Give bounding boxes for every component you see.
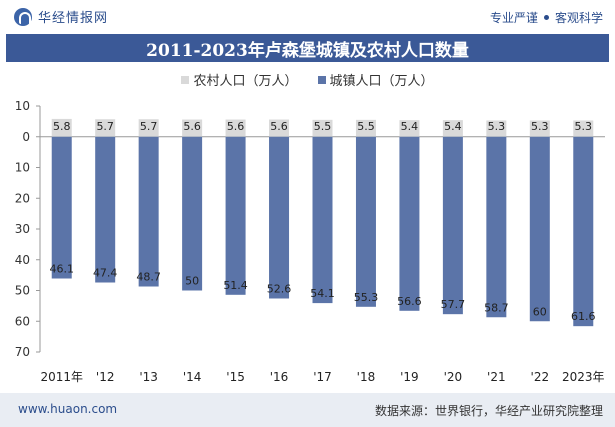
bar-rural bbox=[355, 119, 376, 137]
data-label-rural: 5.5 bbox=[314, 120, 332, 133]
x-tick-label: '13 bbox=[139, 370, 158, 384]
x-tick-label: '14 bbox=[183, 370, 202, 384]
data-label-rural: 5.7 bbox=[96, 120, 114, 133]
y-tick-label: 40 bbox=[15, 253, 30, 267]
data-label-urban: 50 bbox=[185, 275, 199, 288]
footer-bar: www.huaon.com 数据来源：世界银行，华经产业研究院整理 bbox=[0, 393, 615, 427]
logo-text: 华经情报网 bbox=[38, 11, 109, 26]
bar-rural bbox=[486, 120, 507, 137]
logo-icon bbox=[14, 7, 32, 26]
bar-urban bbox=[269, 136, 290, 299]
data-label-rural: 5.8 bbox=[53, 120, 71, 133]
bar-urban bbox=[182, 136, 203, 291]
top-bar: 华经情报网 专业严谨 客观科学 bbox=[0, 0, 615, 34]
x-tick-label: 2023年 bbox=[562, 370, 605, 384]
data-label-urban: 56.6 bbox=[397, 295, 422, 308]
y-tick-label: 20 bbox=[15, 191, 30, 205]
y-tick-label: 10 bbox=[15, 161, 30, 175]
x-tick-label: '18 bbox=[357, 370, 376, 384]
bar-rural bbox=[182, 119, 203, 137]
data-label-rural: 5.4 bbox=[401, 120, 419, 133]
legend-swatch-urban bbox=[317, 75, 326, 84]
y-tick-label: 60 bbox=[15, 314, 30, 328]
bar-urban bbox=[399, 136, 420, 311]
y-tick-label: 70 bbox=[15, 345, 30, 359]
bar-rural bbox=[95, 119, 116, 137]
bar-urban bbox=[486, 136, 507, 318]
x-tick-label: '19 bbox=[400, 370, 419, 384]
legend-label-rural: 农村人口（万人） bbox=[193, 74, 298, 89]
bar-urban bbox=[138, 136, 159, 287]
x-tick-label: '22 bbox=[531, 370, 550, 384]
data-label-rural: 5.3 bbox=[531, 120, 549, 133]
legend-item-rural: 农村人口（万人） bbox=[181, 70, 298, 89]
data-label-rural: 5.6 bbox=[270, 120, 288, 133]
x-tick-label: '15 bbox=[226, 370, 245, 384]
data-label-urban: 47.4 bbox=[93, 267, 118, 280]
bar-urban bbox=[442, 136, 463, 315]
data-label-rural: 5.4 bbox=[444, 120, 462, 133]
data-label-urban: 51.4 bbox=[223, 279, 248, 292]
data-label-rural: 5.6 bbox=[227, 120, 245, 133]
bar-rural bbox=[269, 119, 290, 137]
bar-urban bbox=[355, 136, 376, 307]
data-label-urban: 60 bbox=[533, 305, 547, 318]
bar-urban bbox=[573, 136, 594, 327]
y-tick-label: 0 bbox=[22, 130, 30, 144]
x-tick-label: '12 bbox=[96, 370, 115, 384]
site-logo[interactable]: 华经情报网 bbox=[14, 7, 108, 26]
data-label-rural: 5.6 bbox=[183, 120, 201, 133]
data-label-rural: 5.7 bbox=[140, 120, 158, 133]
legend-label-urban: 城镇人口（万人） bbox=[329, 74, 434, 89]
y-tick-label: 50 bbox=[15, 284, 30, 298]
y-tick-label: 30 bbox=[15, 222, 30, 236]
data-label-urban: 52.6 bbox=[267, 282, 292, 295]
chart-legend: 农村人口（万人） 城镇人口（万人） bbox=[0, 70, 615, 89]
data-label-urban: 57.7 bbox=[441, 298, 466, 311]
bar-rural bbox=[573, 120, 594, 137]
data-label-urban: 54.1 bbox=[310, 287, 335, 300]
bar-urban bbox=[95, 136, 116, 283]
slogan-left: 专业严谨 bbox=[489, 11, 538, 25]
bar-rural bbox=[442, 120, 463, 137]
x-tick-label: '21 bbox=[487, 370, 506, 384]
x-tick-label: 2011年 bbox=[40, 370, 83, 384]
slogan-right: 客观科学 bbox=[554, 11, 603, 25]
data-label-urban: 48.7 bbox=[136, 271, 161, 284]
x-tick-label: '16 bbox=[270, 370, 289, 384]
data-label-rural: 5.5 bbox=[357, 120, 375, 133]
bar-urban bbox=[51, 136, 72, 279]
bar-urban bbox=[529, 136, 550, 322]
bar-urban bbox=[225, 136, 246, 295]
data-source-note: 数据来源：世界银行，华经产业研究院整理 bbox=[374, 404, 603, 418]
bullet-dot-icon bbox=[543, 15, 549, 20]
bar-rural bbox=[225, 119, 246, 137]
bar-rural bbox=[529, 120, 550, 137]
data-label-urban: 46.1 bbox=[49, 263, 74, 276]
bar-rural bbox=[399, 120, 420, 137]
website-link[interactable]: www.huaon.com bbox=[18, 402, 118, 416]
bar-rural bbox=[51, 118, 72, 137]
legend-item-urban: 城镇人口（万人） bbox=[317, 70, 434, 89]
bar-rural bbox=[138, 119, 159, 137]
data-label-urban: 61.6 bbox=[571, 310, 596, 323]
legend-swatch-rural bbox=[181, 75, 190, 84]
slogan: 专业严谨 客观科学 bbox=[490, 9, 603, 26]
bar-urban bbox=[312, 136, 333, 304]
bar-rural bbox=[312, 119, 333, 137]
data-label-urban: 58.7 bbox=[484, 301, 509, 314]
x-tick-label: '17 bbox=[313, 370, 332, 384]
y-tick-label: 10 bbox=[15, 99, 30, 113]
x-tick-label: '20 bbox=[444, 370, 463, 384]
chart-title-bar: 2011-2023年卢森堡城镇及农村人口数量 bbox=[6, 34, 609, 62]
data-label-urban: 55.3 bbox=[354, 291, 379, 304]
chart-title: 2011-2023年卢森堡城镇及农村人口数量 bbox=[146, 40, 469, 61]
data-label-rural: 5.3 bbox=[575, 120, 593, 133]
data-label-rural: 5.3 bbox=[488, 120, 506, 133]
